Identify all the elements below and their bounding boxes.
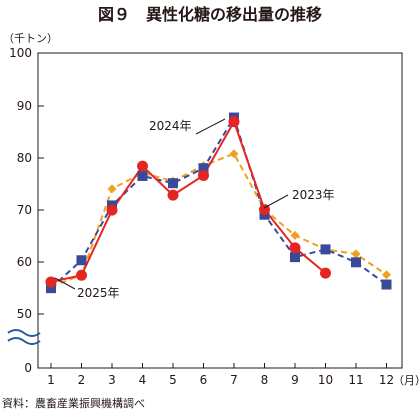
data-point — [106, 204, 118, 216]
data-point — [45, 276, 57, 288]
series-line — [50, 152, 388, 288]
chart-title: 図９ 異性化糖の移出量の推移 — [98, 5, 322, 24]
y-tick-label: 80 — [17, 151, 32, 165]
data-point — [198, 163, 209, 174]
series-line — [50, 115, 388, 289]
data-point — [228, 116, 240, 128]
y-axis-unit-label: （千トン） — [3, 32, 58, 45]
x-tick-label: 9 — [291, 373, 299, 387]
data-point — [320, 244, 331, 255]
data-point — [229, 149, 239, 159]
y-tick-label: 100 — [9, 46, 32, 60]
y-tick-label: 60 — [17, 255, 32, 269]
y-tick-label: 70 — [17, 203, 32, 217]
x-tick-label: 6 — [200, 373, 208, 387]
series-labels: 2023年 2024年 2025年 — [54, 118, 335, 300]
data-point — [290, 252, 300, 263]
data-point — [290, 230, 300, 240]
x-tick-label: 11 — [348, 373, 363, 387]
data-point — [76, 255, 87, 266]
x-tick-label: 12 — [379, 373, 394, 387]
series-markers — [45, 112, 392, 294]
data-point — [107, 184, 117, 194]
data-point — [137, 160, 148, 172]
data-point — [168, 178, 178, 189]
x-tick-label: 10 — [318, 373, 333, 387]
series-label: 2023年 — [292, 188, 335, 202]
x-tick-label: 5 — [169, 373, 177, 387]
series-line — [50, 119, 327, 283]
series-label-leader — [54, 277, 76, 290]
y-tick-label: 0 — [24, 361, 32, 375]
series-label-leader — [263, 194, 289, 209]
series-lines — [50, 115, 388, 289]
plot-area — [37, 52, 403, 369]
series-label-leader — [195, 118, 226, 135]
x-tick-label: 3 — [108, 373, 116, 387]
y-tick-label: 50 — [17, 307, 32, 321]
data-point — [259, 204, 270, 216]
y-axis-ticks: 100 90 80 70 60 50 0 — [9, 46, 44, 375]
x-tick-label: 1 — [47, 373, 55, 387]
x-tick-label: 7 — [230, 373, 238, 387]
series-label: 2024年 — [149, 119, 192, 133]
data-point — [382, 270, 391, 280]
y-tick-label: 90 — [17, 99, 32, 113]
data-point — [289, 242, 301, 254]
source-note: 資料：農畜産業振興機構調べ — [2, 396, 145, 410]
data-point — [351, 249, 361, 259]
data-point — [198, 169, 209, 181]
x-tick-label: 4 — [139, 373, 147, 387]
axis-break-wave — [7, 329, 41, 337]
x-axis-unit-label: （月） — [393, 374, 420, 387]
series-label: 2025年 — [77, 286, 120, 300]
data-point — [137, 170, 148, 181]
data-point — [167, 189, 179, 201]
data-point — [46, 283, 56, 294]
axis-break-wave — [7, 337, 41, 345]
x-axis-ticks: 1 2 3 4 5 6 7 8 9 10 11 12 — [47, 363, 394, 387]
axis-break-mark — [7, 329, 41, 345]
x-tick-label: 2 — [78, 373, 86, 387]
data-point — [320, 267, 331, 279]
data-point — [76, 269, 87, 281]
data-point — [351, 257, 361, 268]
data-point — [381, 279, 392, 290]
x-tick-label: 8 — [261, 373, 269, 387]
